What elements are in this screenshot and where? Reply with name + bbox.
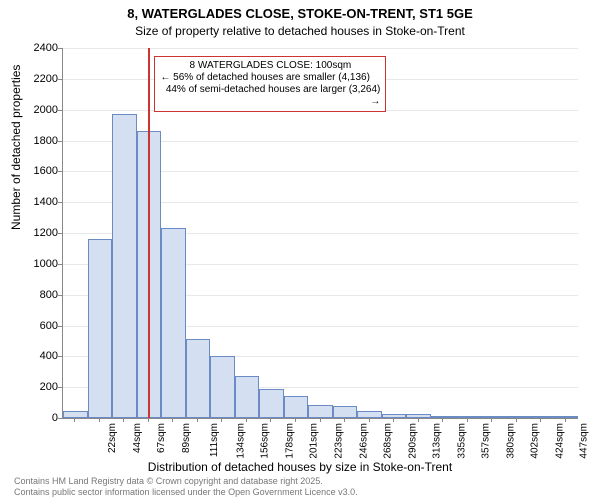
histogram-bar	[63, 411, 88, 418]
chart-title: 8, WATERGLADES CLOSE, STOKE-ON-TRENT, ST…	[0, 0, 600, 23]
xtick-label: 357sqm	[481, 423, 492, 459]
footer-line-1: Contains HM Land Registry data © Crown c…	[14, 476, 358, 487]
xtick-label: 22sqm	[107, 423, 118, 453]
ytick-label: 2000	[26, 104, 58, 116]
ytick-label: 2400	[26, 42, 58, 54]
xtick-label: 402sqm	[530, 423, 541, 459]
histogram-bar	[284, 396, 309, 418]
xtick-label: 89sqm	[181, 423, 192, 453]
histogram-bar	[186, 339, 211, 418]
ytick-label: 200	[26, 381, 58, 393]
annotation-line: 8 WATERGLADES CLOSE: 100sqm	[160, 60, 380, 72]
xtick-label: 447sqm	[579, 423, 590, 459]
histogram-bar	[88, 239, 113, 418]
annotation-line: ← 56% of detached houses are smaller (4,…	[160, 72, 380, 84]
ytick-label: 800	[26, 289, 58, 301]
chart-subtitle: Size of property relative to detached ho…	[0, 24, 600, 38]
histogram-bar	[308, 405, 333, 418]
xtick-label: 178sqm	[285, 423, 296, 459]
xtick-label: 111sqm	[209, 423, 220, 457]
ytick-label: 1800	[26, 135, 58, 147]
histogram-bar	[333, 406, 358, 418]
xtick-label: 290sqm	[407, 423, 418, 459]
attribution-footer: Contains HM Land Registry data © Crown c…	[14, 476, 358, 498]
ytick-label: 400	[26, 350, 58, 362]
xtick-label: 335sqm	[456, 423, 467, 459]
ytick-label: 1000	[26, 258, 58, 270]
annotation-box: 8 WATERGLADES CLOSE: 100sqm← 56% of deta…	[154, 56, 386, 112]
histogram-bar	[235, 376, 260, 418]
y-axis-label: Number of detached properties	[9, 65, 23, 230]
histogram-bar	[112, 114, 137, 418]
plot-area: 8 WATERGLADES CLOSE: 100sqm← 56% of deta…	[62, 48, 578, 419]
xtick-label: 67sqm	[156, 423, 167, 453]
histogram-bar	[259, 389, 284, 418]
xtick-label: 201sqm	[309, 423, 320, 459]
property-marker-line	[148, 48, 150, 418]
xtick-label: 313sqm	[432, 423, 443, 459]
histogram-bar	[357, 411, 382, 418]
xtick-label: 246sqm	[358, 423, 369, 459]
xtick-label: 44sqm	[132, 423, 143, 453]
ytick-label: 1200	[26, 227, 58, 239]
xtick-label: 380sqm	[505, 423, 516, 459]
ytick-label: 1600	[26, 165, 58, 177]
xtick-label: 268sqm	[383, 423, 394, 459]
histogram-bar	[210, 356, 235, 418]
xtick-label: 134sqm	[235, 423, 246, 459]
ytick-label: 2200	[26, 73, 58, 85]
histogram-bar	[161, 228, 186, 418]
xtick-label: 156sqm	[260, 423, 271, 459]
ytick-label: 600	[26, 320, 58, 332]
ytick-label: 1400	[26, 196, 58, 208]
footer-line-2: Contains public sector information licen…	[14, 487, 358, 498]
x-axis-label: Distribution of detached houses by size …	[0, 460, 600, 474]
xtick-label: 223sqm	[334, 423, 345, 459]
ytick-label: 0	[26, 412, 58, 424]
xtick-label: 424sqm	[554, 423, 565, 459]
annotation-line: 44% of semi-detached houses are larger (…	[160, 84, 380, 108]
chart-container: 8, WATERGLADES CLOSE, STOKE-ON-TRENT, ST…	[0, 0, 600, 500]
